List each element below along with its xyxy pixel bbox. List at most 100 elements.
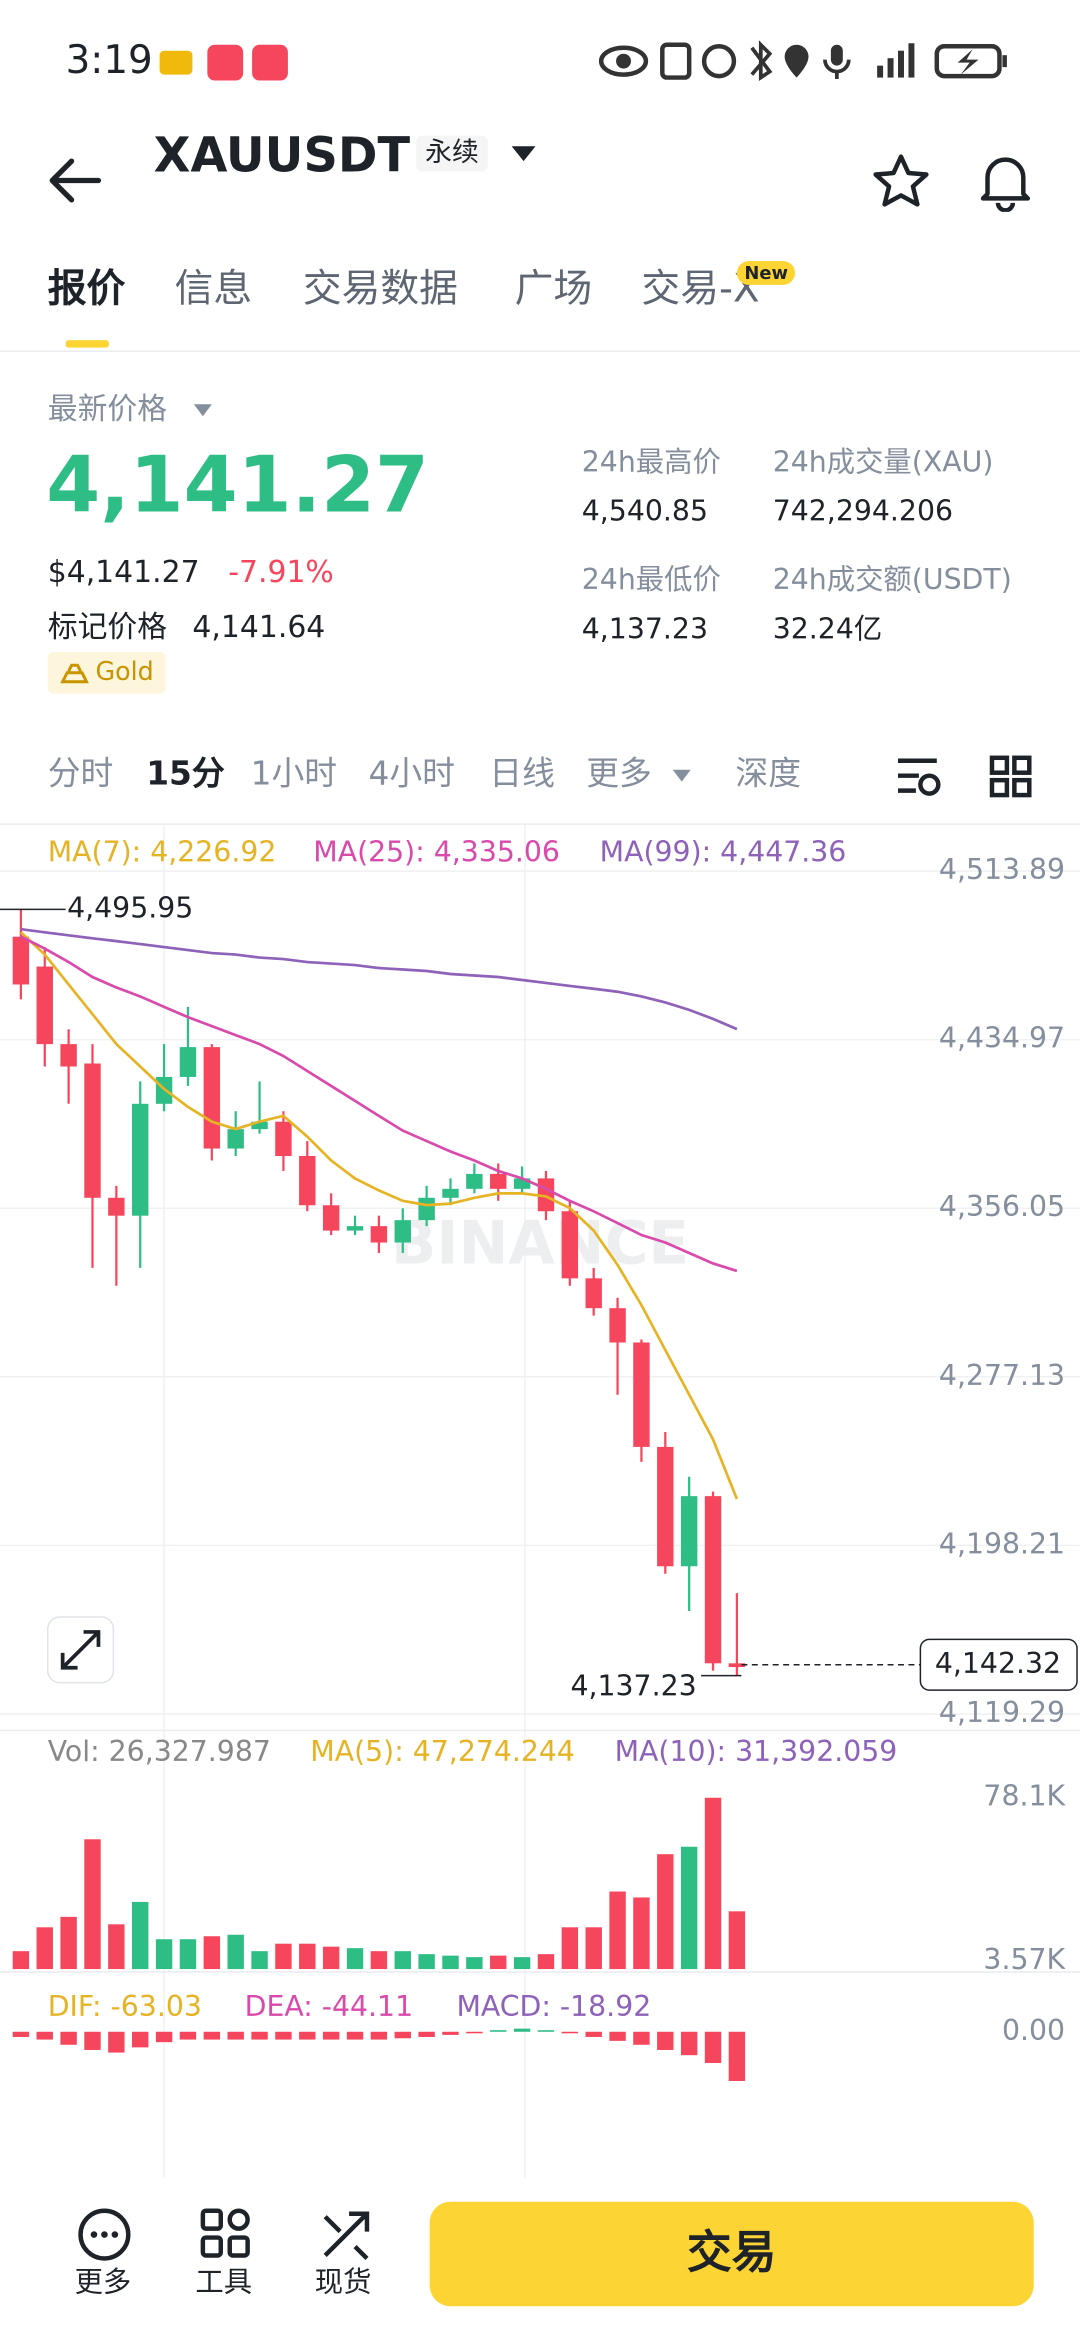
bar <box>490 1955 507 1970</box>
nav-label[interactable]: 更多 <box>74 2265 132 2299</box>
y-tick-label: 4,119.29 <box>939 1696 1065 1729</box>
candle-body <box>561 1211 579 1279</box>
interval-tab[interactable]: 15分 <box>146 756 225 794</box>
gold-icon <box>60 663 89 684</box>
bar <box>346 1948 364 1970</box>
bar <box>704 2031 722 2063</box>
bar <box>155 1939 173 1970</box>
bar <box>322 2031 340 2040</box>
last-price: 4,141.27 <box>46 441 430 532</box>
more-dropdown[interactable] <box>671 768 692 783</box>
price-type-dropdown[interactable] <box>192 403 213 418</box>
bar <box>585 2031 602 2037</box>
bar <box>418 1954 435 1970</box>
candle-body <box>203 1047 221 1149</box>
symbol-dropdown[interactable] <box>509 143 539 164</box>
bar <box>36 1927 53 1970</box>
interval-tab[interactable]: 深度 <box>735 756 802 794</box>
bar <box>60 2031 77 2045</box>
bar <box>537 2030 555 2032</box>
price-change: -7.91% <box>228 553 334 590</box>
candle-body <box>728 1663 746 1668</box>
nav-label[interactable]: 现货 <box>314 2265 372 2299</box>
bar <box>108 2031 125 2053</box>
stat-value: 4,540.85 <box>581 495 708 529</box>
candle-body <box>394 1220 411 1243</box>
panel-legend: Vol: 26,327.987 <box>48 1735 271 1768</box>
y-tick-label: 3.57K <box>983 1943 1066 1976</box>
bar <box>680 2031 698 2056</box>
bar <box>633 1897 650 1970</box>
y-tick-label: 4,356.05 <box>939 1190 1065 1223</box>
interval-tab[interactable]: 日线 <box>489 756 555 794</box>
interval-tab[interactable]: 分时 <box>47 756 114 794</box>
interval-tab[interactable]: 1小时 <box>250 756 338 794</box>
candle-body <box>466 1173 483 1189</box>
candle-body <box>84 1063 101 1198</box>
stat-value: 32.24亿 <box>772 613 883 646</box>
stat-value: 4,137.23 <box>581 613 708 646</box>
last-price-label: 4,142.32 <box>935 1647 1061 1680</box>
alert-button[interactable] <box>976 149 1036 212</box>
symbol-title[interactable]: XAUUSDT <box>153 126 411 184</box>
trade-button[interactable]: 交易 <box>429 2201 1034 2307</box>
candle-body <box>132 1103 149 1216</box>
tab[interactable]: 交易数据 <box>302 267 458 312</box>
contract-tag: 永续 <box>416 135 488 172</box>
candle-body <box>704 1496 722 1664</box>
tab[interactable]: 信息 <box>174 267 253 312</box>
bar <box>585 1927 602 1970</box>
bar <box>179 2031 197 2040</box>
interval-tab[interactable]: 更多 <box>586 756 652 794</box>
y-tick-label: 78.1K <box>983 1780 1066 1813</box>
bar <box>203 2031 221 2040</box>
favorite-button[interactable] <box>871 152 931 212</box>
bar <box>36 2031 53 2040</box>
high-marker-label: 4,495.95 <box>67 891 193 924</box>
bar <box>299 2031 316 2040</box>
tab-indicator <box>65 340 109 348</box>
divider <box>0 823 1080 825</box>
stat-label: 24h成交量(XAU) <box>772 446 994 479</box>
candle-body <box>346 1226 364 1231</box>
indicator-settings[interactable] <box>895 755 943 800</box>
candle-body <box>442 1188 459 1198</box>
bar <box>561 1927 579 1970</box>
bar <box>513 1957 531 1970</box>
divider <box>0 350 1080 353</box>
interval-tab[interactable]: 4小时 <box>368 756 455 794</box>
stat-label: 24h最低价 <box>581 563 721 597</box>
expand-button[interactable] <box>46 1616 115 1684</box>
stat-label: 24h最高价 <box>581 446 721 479</box>
bar <box>418 2031 435 2037</box>
bar <box>275 2031 292 2040</box>
bar <box>370 1951 388 1970</box>
bar <box>466 2031 483 2034</box>
candle-body <box>513 1178 531 1189</box>
layout-button[interactable] <box>989 755 1034 800</box>
y-tick-label: 4,277.13 <box>939 1359 1065 1392</box>
tab-badge: New <box>736 261 796 285</box>
bar <box>346 2031 364 2040</box>
bar <box>227 2031 244 2040</box>
candle-body <box>322 1205 340 1231</box>
status-app-icons <box>159 44 288 81</box>
asset-tag-text: Gold <box>95 657 154 688</box>
bar <box>12 1951 30 1970</box>
bar <box>466 1957 483 1970</box>
mark-price-label: 标记价格 <box>47 608 168 645</box>
candle-body <box>609 1308 626 1343</box>
tab[interactable]: 广场 <box>514 267 593 312</box>
bar <box>490 2030 507 2032</box>
candle-body <box>12 936 30 985</box>
tab[interactable]: 报价 <box>47 267 126 312</box>
bar <box>299 1943 316 1970</box>
back-button[interactable] <box>45 155 105 206</box>
bar <box>728 1911 746 1970</box>
bar <box>203 1936 221 1970</box>
candle-body <box>299 1156 316 1206</box>
bar <box>60 1916 77 1970</box>
nav-label[interactable]: 工具 <box>195 2265 253 2299</box>
bar <box>275 1943 292 1970</box>
